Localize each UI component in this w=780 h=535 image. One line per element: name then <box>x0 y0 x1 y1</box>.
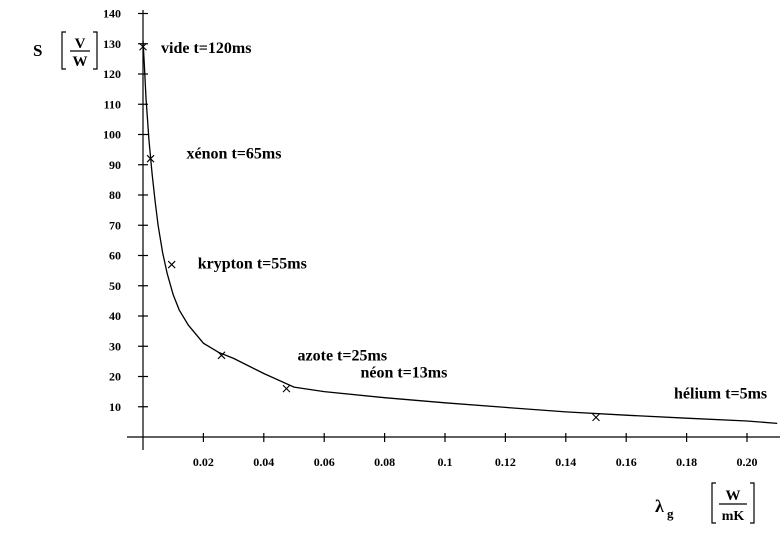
x-unit-numerator: W <box>726 488 741 504</box>
y-tick-label: 80 <box>109 188 121 202</box>
y-tick-label: 90 <box>109 158 121 172</box>
data-point-marker <box>282 384 291 393</box>
y-tick-label: 140 <box>103 7 121 21</box>
x-axis-subscript: g <box>667 506 674 521</box>
data-point-marker <box>167 260 176 269</box>
y-tick-label: 100 <box>103 128 121 142</box>
point-label: azote t=25ms <box>298 347 388 364</box>
x-tick-label: 0.02 <box>193 455 214 469</box>
y-tick-label: 10 <box>109 400 121 414</box>
point-label: hélium t=5ms <box>674 385 767 402</box>
y-unit-numerator: V <box>75 36 86 52</box>
x-axis-label: λ g W mK <box>655 482 755 524</box>
x-tick-label: 0.06 <box>314 455 335 469</box>
x-tick-label: 0.20 <box>737 455 758 469</box>
x-ticks: 0.02 0.04 0.06 0.08 0.1 0.12 0.14 0.16 0.18 0.20 <box>193 433 758 469</box>
x-tick-label: 0.12 <box>495 455 516 469</box>
data-point-marker <box>146 154 155 163</box>
x-tick-label: 0.18 <box>676 455 697 469</box>
x-tick-label: 0.1 <box>438 455 453 469</box>
y-tick-label: 50 <box>109 279 121 293</box>
x-tick-label: 0.04 <box>253 455 274 469</box>
point-annotations: vide t=120ms xénon t=65ms krypton t=55ms az… <box>161 40 767 403</box>
data-point-marker <box>592 413 600 422</box>
x-unit-left-bracket <box>711 482 716 524</box>
y-unit-right-bracket <box>93 31 98 70</box>
x-tick-label: 0.08 <box>374 455 395 469</box>
x-unit-right-bracket <box>750 482 755 524</box>
y-axis-label: S V W <box>33 31 98 70</box>
y-tick-label: 40 <box>109 309 121 323</box>
data-point-marker <box>217 351 226 360</box>
y-tick-label: 110 <box>104 97 121 111</box>
data-points <box>139 42 600 422</box>
y-unit-left-bracket <box>61 31 66 70</box>
point-label: xénon t=65ms <box>187 146 282 163</box>
y-unit-denominator: W <box>73 54 88 70</box>
y-tick-label: 20 <box>109 370 121 384</box>
x-tick-label: 0.14 <box>555 455 576 469</box>
point-label: néon t=13ms <box>360 365 447 382</box>
point-label: vide t=120ms <box>161 40 251 57</box>
y-tick-label: 60 <box>109 249 121 263</box>
y-tick-label: 70 <box>109 218 121 232</box>
x-unit-denominator: mK <box>722 509 745 524</box>
x-tick-label: 0.16 <box>616 455 637 469</box>
x-axis-symbol: λ <box>655 496 664 516</box>
y-tick-label: 30 <box>109 339 121 353</box>
y-axis-symbol: S <box>33 41 42 60</box>
y-tick-label: 120 <box>103 67 121 81</box>
fit-curve <box>142 40 778 425</box>
y-tick-label: 130 <box>103 37 121 51</box>
y-ticks: 10 20 30 40 50 60 70 80 90 100 110 120 130 140 <box>103 7 148 414</box>
point-label: krypton t=55ms <box>198 256 307 273</box>
data-point-marker <box>139 42 147 51</box>
